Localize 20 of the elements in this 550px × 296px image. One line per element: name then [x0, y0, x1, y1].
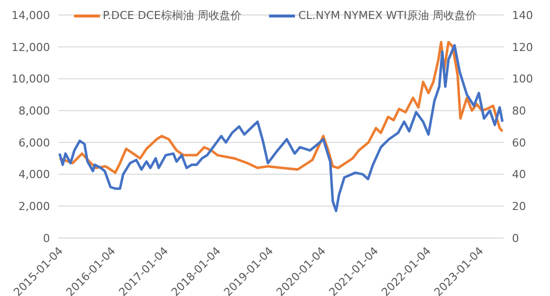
y2-tick-label: 0 — [512, 232, 519, 245]
y-tick-label: 2,000 — [18, 200, 50, 214]
y-tick-label: 14,000 — [12, 8, 50, 22]
y2-tick-label: 120 — [512, 40, 533, 54]
y2-tick-label: 20 — [512, 200, 526, 214]
y2-tick-label: 100 — [512, 72, 533, 86]
y-tick-label: 0 — [43, 232, 50, 245]
legend-label: P.DCE DCE棕榈油 周收盘价 — [102, 8, 242, 23]
y-tick-label: 12,000 — [12, 40, 50, 54]
y2-tick-label: 60 — [512, 136, 526, 150]
y-tick-label: 6,000 — [18, 136, 50, 150]
y-tick-label: 10,000 — [12, 72, 50, 86]
y2-tick-label: 80 — [512, 104, 526, 118]
line-series — [58, 44, 504, 212]
line-series — [58, 40, 504, 174]
y2-tick-label: 40 — [512, 168, 526, 182]
y-tick-label: 4,000 — [18, 168, 50, 182]
y2-tick-label: 140 — [512, 8, 533, 22]
legend-label: CL.NYM NYMEX WTI原油 周收盘价 — [298, 8, 476, 23]
y-tick-label: 8,000 — [18, 104, 50, 118]
